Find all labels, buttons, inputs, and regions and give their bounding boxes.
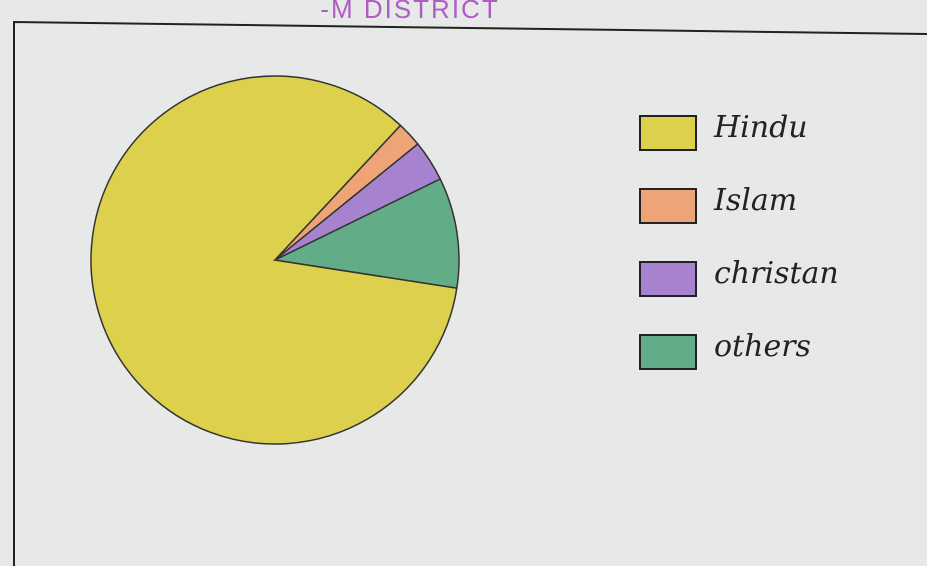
legend-swatch [639,334,697,370]
chart-title: -M DISTRICT [320,0,499,24]
frame [13,20,927,566]
pie [90,75,460,445]
pie-slice [272,177,460,290]
legend-swatch [639,261,697,297]
legend-swatch [639,115,697,151]
legend: Hindu Islam christan others [639,110,839,370]
legend-label: christan [714,256,839,291]
legend-label: Islam [713,183,797,218]
legend-label: Hindu [713,110,808,145]
legend-swatch [639,188,697,224]
legend-label: others [714,329,811,364]
